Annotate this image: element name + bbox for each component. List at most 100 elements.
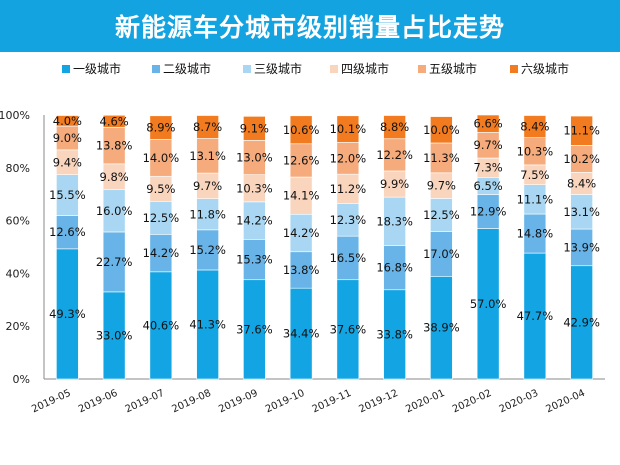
data-label: 14.0% bbox=[143, 151, 180, 165]
data-label: 9.7% bbox=[193, 179, 222, 193]
data-label: 4.0% bbox=[53, 114, 82, 128]
data-label: 11.8% bbox=[189, 207, 226, 221]
data-label: 17.0% bbox=[423, 247, 460, 261]
data-label: 10.2% bbox=[563, 152, 600, 166]
bar-segment bbox=[56, 115, 79, 127]
data-label: 9.5% bbox=[146, 182, 175, 196]
x-tick-label: 2019-11 bbox=[311, 388, 354, 416]
data-label: 49.3% bbox=[49, 307, 86, 321]
data-label: 13.8% bbox=[283, 263, 320, 277]
data-label: 16.5% bbox=[330, 251, 367, 265]
legend-label: 六级城市 bbox=[521, 61, 569, 76]
legend-label: 三级城市 bbox=[254, 61, 302, 76]
data-label: 9.8% bbox=[100, 170, 129, 184]
legend-swatch bbox=[418, 65, 426, 73]
data-label: 11.3% bbox=[423, 151, 460, 165]
y-tick-label: 40% bbox=[6, 267, 30, 280]
data-label: 33.8% bbox=[376, 327, 413, 341]
data-label: 37.6% bbox=[330, 322, 367, 336]
data-label: 10.0% bbox=[423, 123, 460, 137]
legend-swatch bbox=[330, 65, 338, 73]
data-label: 12.9% bbox=[470, 204, 507, 218]
data-label: 9.7% bbox=[427, 179, 456, 193]
data-label: 10.1% bbox=[330, 122, 367, 136]
bar-segment bbox=[289, 115, 313, 145]
y-tick-label: 80% bbox=[6, 162, 30, 175]
x-tick-label: 2019-08 bbox=[170, 388, 213, 416]
data-label: 9.0% bbox=[53, 131, 82, 145]
data-label: 41.3% bbox=[189, 317, 226, 331]
data-label: 8.7% bbox=[193, 120, 222, 134]
data-label: 18.3% bbox=[376, 214, 413, 228]
data-label: 12.5% bbox=[143, 211, 180, 225]
data-label: 8.8% bbox=[380, 120, 409, 134]
data-label: 13.1% bbox=[563, 205, 600, 219]
bar-segment bbox=[523, 115, 547, 139]
data-label: 42.9% bbox=[563, 315, 600, 329]
data-label: 16.0% bbox=[96, 204, 133, 218]
data-label: 7.3% bbox=[474, 161, 503, 175]
x-tick-label: 2019-12 bbox=[357, 388, 400, 416]
legend-label: 一级城市 bbox=[73, 61, 121, 76]
data-label: 13.0% bbox=[236, 151, 273, 165]
data-label: 9.4% bbox=[53, 155, 82, 169]
data-label: 12.6% bbox=[283, 153, 320, 167]
x-tick-label: 2020-01 bbox=[404, 388, 447, 416]
legend-label: 二级城市 bbox=[163, 61, 211, 76]
data-label: 8.4% bbox=[567, 176, 596, 190]
data-label: 37.6% bbox=[236, 322, 273, 336]
data-label: 10.3% bbox=[517, 144, 554, 158]
data-label: 13.8% bbox=[96, 139, 133, 153]
data-label: 12.3% bbox=[330, 213, 367, 227]
data-label: 38.9% bbox=[423, 321, 460, 335]
data-label: 9.9% bbox=[380, 177, 409, 191]
data-label: 16.8% bbox=[376, 261, 413, 275]
x-tick-label: 2019-07 bbox=[124, 388, 167, 416]
data-label: 10.6% bbox=[283, 123, 320, 137]
y-tick-label: 60% bbox=[6, 215, 30, 228]
data-label: 12.5% bbox=[423, 208, 460, 222]
legend-swatch bbox=[62, 65, 70, 73]
y-tick-label: 100% bbox=[0, 109, 30, 122]
title-bar: 新能源车分城市级别销量占比走势 bbox=[0, 0, 620, 52]
bar-segment bbox=[570, 115, 593, 146]
data-label: 14.2% bbox=[236, 214, 273, 228]
x-tick-label: 2020-02 bbox=[451, 388, 494, 416]
data-label: 11.1% bbox=[517, 192, 554, 206]
x-tick-label: 2020-03 bbox=[498, 388, 541, 416]
data-label: 11.2% bbox=[330, 182, 367, 196]
bar-segment bbox=[383, 115, 406, 140]
data-label: 13.9% bbox=[563, 240, 600, 254]
data-label: 12.2% bbox=[376, 148, 413, 162]
legend-swatch bbox=[152, 65, 160, 73]
data-label: 8.4% bbox=[520, 120, 549, 134]
bar-segment bbox=[430, 116, 453, 144]
data-label: 33.0% bbox=[96, 328, 133, 342]
data-label: 40.6% bbox=[143, 318, 180, 332]
data-label: 14.1% bbox=[283, 189, 320, 203]
bar-segment bbox=[196, 115, 219, 139]
legend-swatch bbox=[243, 65, 251, 73]
data-label: 9.7% bbox=[474, 138, 503, 152]
data-label: 13.1% bbox=[189, 149, 226, 163]
data-label: 12.0% bbox=[330, 151, 367, 165]
data-label: 15.2% bbox=[189, 243, 226, 257]
x-tick-label: 2019-10 bbox=[264, 388, 307, 416]
data-label: 15.3% bbox=[236, 253, 273, 267]
x-tick-label: 2019-09 bbox=[217, 388, 260, 416]
data-label: 9.1% bbox=[240, 121, 269, 135]
stacked-bar-chart: 一级城市 二级城市 三级城市 四级城市 五级城市 六级城市 0% 20% 40% 60% 80% 10… bbox=[0, 61, 605, 416]
legend-label: 四级城市 bbox=[341, 61, 389, 76]
legend-swatch bbox=[510, 65, 518, 73]
bar-segment bbox=[476, 114, 500, 133]
data-label: 6.5% bbox=[474, 179, 503, 193]
data-label: 10.3% bbox=[236, 181, 273, 195]
bar-segment bbox=[243, 116, 266, 141]
y-tick-label: 20% bbox=[6, 320, 30, 333]
data-label: 11.1% bbox=[563, 124, 600, 138]
data-label: 22.7% bbox=[96, 255, 133, 269]
y-tick-label: 0% bbox=[13, 373, 30, 386]
bar-segment bbox=[102, 114, 126, 128]
bar-segment bbox=[149, 115, 173, 140]
data-label: 4.6% bbox=[100, 114, 129, 128]
